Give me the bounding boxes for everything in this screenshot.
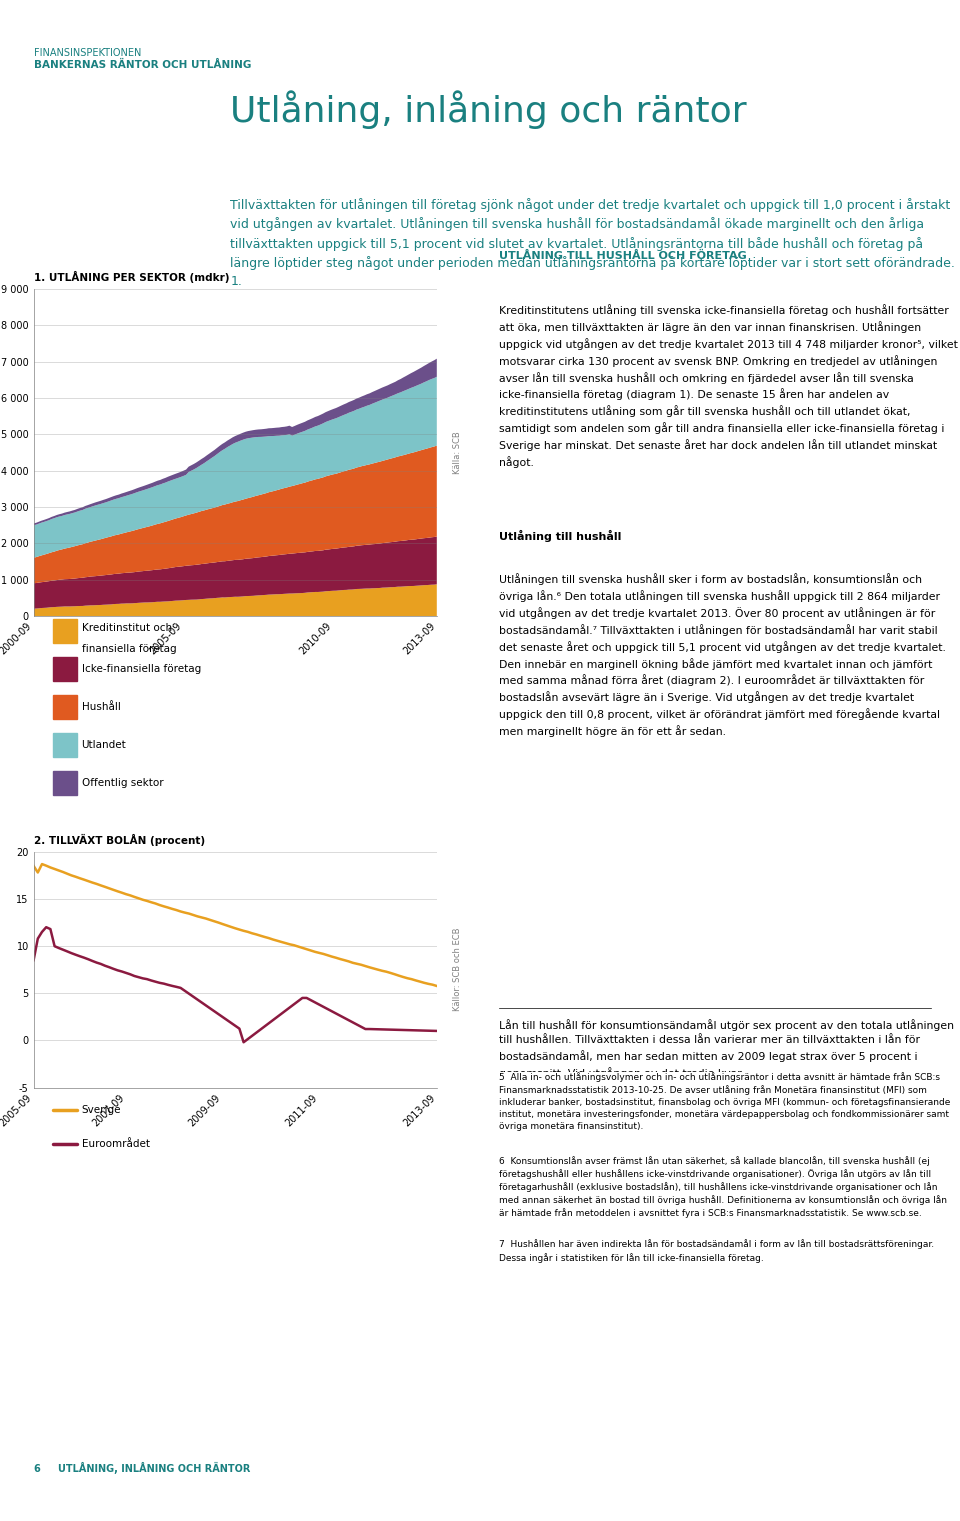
- Text: Kreditinstitut och: Kreditinstitut och: [82, 624, 172, 633]
- Text: BANKERNAS RÄNTOR OCH UTLÅNING: BANKERNAS RÄNTOR OCH UTLÅNING: [34, 61, 251, 70]
- Text: 5  Alla in- och utlåningsvolymer och in- och utlåningsräntor i detta avsnitt är : 5 Alla in- och utlåningsvolymer och in- …: [499, 1072, 950, 1130]
- Text: Offentlig sektor: Offentlig sektor: [82, 779, 163, 788]
- Text: 6  Konsumtionslån avser främst lån utan säkerhet, så kallade blancolån, till sve: 6 Konsumtionslån avser främst lån utan s…: [499, 1156, 948, 1218]
- Text: Utlåningen till svenska hushåll sker i form av bostadslån, konsumtionslån och öv: Utlåningen till svenska hushåll sker i f…: [499, 573, 946, 738]
- Text: Kreditinstitutens utlåning till svenska icke-finansiella företag och hushåll for: Kreditinstitutens utlåning till svenska …: [499, 304, 958, 468]
- Text: UTLÅNING TILL HUSHÅLL OCH FÖRETAG: UTLÅNING TILL HUSHÅLL OCH FÖRETAG: [499, 251, 747, 260]
- Text: finansiella företag: finansiella företag: [82, 645, 177, 654]
- Text: 6: 6: [34, 1465, 40, 1474]
- Text: 7  Hushållen har även indirekta lån för bostadsändamål i form av lån till bostad: 7 Hushållen har även indirekta lån för b…: [499, 1240, 934, 1262]
- Text: FINANSINSPEKTIONEN: FINANSINSPEKTIONEN: [34, 49, 141, 58]
- Text: 1. UTLÅNING PER SEKTOR (mdkr): 1. UTLÅNING PER SEKTOR (mdkr): [34, 271, 229, 283]
- Text: UTLÅNING, INLÅNING OCH RÄNTOR: UTLÅNING, INLÅNING OCH RÄNTOR: [58, 1462, 250, 1474]
- Text: Hushåll: Hushåll: [82, 703, 120, 712]
- Text: Lån till hushåll för konsumtionsändamål utgör sex procent av den totala utlåning: Lån till hushåll för konsumtionsändamål …: [499, 1019, 954, 1078]
- Text: Icke-finansiella företag: Icke-finansiella företag: [82, 665, 201, 674]
- Text: Utlandet: Utlandet: [82, 741, 127, 750]
- Text: 2. TILLVÄXT BOLÅN (procent): 2. TILLVÄXT BOLÅN (procent): [34, 834, 204, 846]
- Text: Källor: SCB och ECB: Källor: SCB och ECB: [453, 928, 462, 1011]
- Text: Utlåning, inlåning och räntor: Utlåning, inlåning och räntor: [230, 90, 747, 129]
- Text: Sverige: Sverige: [82, 1106, 121, 1115]
- Text: Utlåning till hushåll: Utlåning till hushåll: [499, 529, 621, 541]
- Text: Källa: SCB: Källa: SCB: [453, 430, 462, 475]
- Text: Tillväxttakten för utlåningen till företag sjönk något under det tredje kvartale: Tillväxttakten för utlåningen till föret…: [230, 198, 955, 287]
- Text: Euroområdet: Euroområdet: [82, 1139, 150, 1148]
